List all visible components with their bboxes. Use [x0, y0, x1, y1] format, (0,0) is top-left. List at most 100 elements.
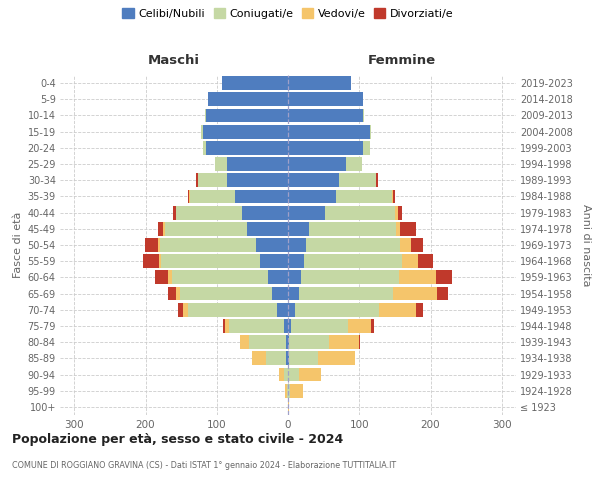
- Bar: [240, 336, 249, 349]
- Bar: [203, 125, 288, 138]
- Bar: [299, 286, 393, 300]
- Bar: [363, 141, 370, 154]
- Bar: [288, 108, 363, 122]
- Bar: [304, 254, 402, 268]
- Bar: [288, 254, 304, 268]
- Y-axis label: Anni di nascita: Anni di nascita: [581, 204, 592, 286]
- Bar: [411, 238, 422, 252]
- Bar: [288, 303, 295, 316]
- Bar: [288, 270, 301, 284]
- Bar: [172, 270, 268, 284]
- Bar: [197, 174, 227, 187]
- Bar: [288, 76, 350, 90]
- Bar: [436, 270, 452, 284]
- Bar: [266, 352, 286, 365]
- Bar: [167, 286, 176, 300]
- Bar: [400, 222, 416, 235]
- Bar: [288, 206, 325, 220]
- Bar: [143, 254, 159, 268]
- Bar: [160, 238, 256, 252]
- Bar: [348, 319, 371, 333]
- Text: Popolazione per età, sesso e stato civile - 2024: Popolazione per età, sesso e stato civil…: [12, 432, 343, 446]
- Bar: [223, 76, 288, 90]
- Bar: [176, 286, 180, 300]
- Bar: [288, 222, 310, 235]
- Bar: [288, 286, 299, 300]
- Bar: [399, 270, 436, 284]
- Text: Femmine: Femmine: [368, 54, 436, 68]
- Bar: [295, 303, 379, 316]
- Bar: [288, 352, 289, 365]
- Bar: [416, 303, 424, 316]
- Bar: [168, 270, 172, 284]
- Bar: [235, 190, 288, 203]
- Bar: [190, 190, 235, 203]
- Bar: [394, 190, 395, 203]
- Bar: [205, 108, 206, 122]
- Bar: [289, 352, 318, 365]
- Bar: [173, 206, 176, 220]
- Bar: [284, 368, 288, 382]
- Bar: [161, 254, 260, 268]
- Bar: [242, 206, 288, 220]
- Bar: [285, 384, 287, 398]
- Bar: [301, 270, 399, 284]
- Bar: [437, 286, 448, 300]
- Bar: [196, 174, 197, 187]
- Legend: Celibi/Nubili, Coniugati/e, Vedovi/e, Divorziati/e: Celibi/Nubili, Coniugati/e, Vedovi/e, Di…: [122, 8, 454, 19]
- Bar: [268, 270, 288, 284]
- Bar: [340, 174, 376, 187]
- Bar: [290, 384, 303, 398]
- Bar: [397, 222, 400, 235]
- Y-axis label: Fasce di età: Fasce di età: [13, 212, 23, 278]
- Bar: [203, 141, 206, 154]
- Bar: [189, 190, 190, 203]
- Bar: [206, 141, 288, 154]
- Bar: [337, 190, 392, 203]
- Bar: [291, 319, 348, 333]
- Bar: [272, 286, 288, 300]
- Bar: [288, 157, 346, 171]
- Bar: [346, 157, 362, 171]
- Bar: [400, 238, 411, 252]
- Bar: [215, 157, 227, 171]
- Bar: [363, 108, 364, 122]
- Bar: [288, 174, 340, 187]
- Bar: [180, 286, 272, 300]
- Bar: [325, 206, 395, 220]
- Bar: [159, 254, 161, 268]
- Bar: [227, 157, 288, 171]
- Bar: [223, 319, 226, 333]
- Bar: [229, 319, 284, 333]
- Bar: [226, 319, 229, 333]
- Bar: [206, 108, 288, 122]
- Bar: [158, 222, 163, 235]
- Bar: [376, 174, 378, 187]
- Bar: [287, 384, 288, 398]
- Bar: [279, 368, 284, 382]
- Bar: [359, 336, 360, 349]
- Bar: [395, 206, 398, 220]
- Bar: [188, 190, 189, 203]
- Bar: [329, 336, 359, 349]
- Bar: [288, 400, 289, 414]
- Bar: [288, 92, 363, 106]
- Bar: [371, 319, 374, 333]
- Bar: [398, 206, 402, 220]
- Bar: [418, 254, 433, 268]
- Bar: [286, 336, 288, 349]
- Bar: [155, 270, 168, 284]
- Bar: [163, 222, 165, 235]
- Bar: [306, 238, 400, 252]
- Bar: [402, 254, 418, 268]
- Text: Maschi: Maschi: [148, 54, 200, 68]
- Bar: [178, 303, 182, 316]
- Bar: [145, 238, 158, 252]
- Bar: [286, 352, 288, 365]
- Bar: [201, 125, 203, 138]
- Bar: [299, 368, 322, 382]
- Bar: [393, 286, 437, 300]
- Bar: [288, 384, 290, 398]
- Bar: [288, 190, 337, 203]
- Bar: [260, 254, 288, 268]
